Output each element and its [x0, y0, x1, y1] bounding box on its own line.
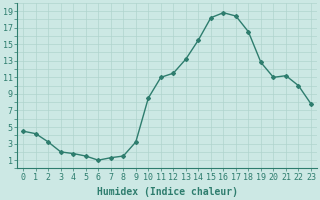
- X-axis label: Humidex (Indice chaleur): Humidex (Indice chaleur): [97, 187, 237, 197]
